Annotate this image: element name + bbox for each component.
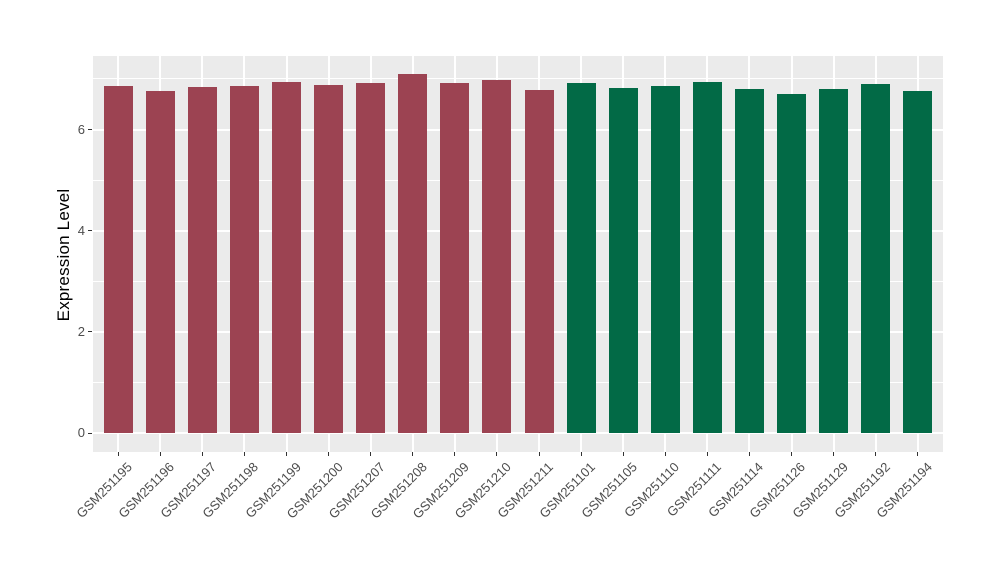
y-tick-label: 2	[77, 323, 85, 339]
x-tick-mark	[622, 452, 624, 456]
gridline-major	[93, 128, 943, 131]
gridline-minor	[93, 280, 943, 282]
x-tick-mark	[580, 452, 582, 456]
bar	[861, 83, 891, 433]
y-tick-label: 6	[77, 121, 85, 137]
bar	[229, 85, 259, 433]
x-tick-mark	[496, 452, 498, 456]
x-tick-mark	[201, 452, 203, 456]
x-tick-mark	[159, 452, 161, 456]
x-tick-mark	[370, 452, 372, 456]
x-tick-mark	[286, 452, 288, 456]
x-tick-mark	[833, 452, 835, 456]
bar	[440, 82, 470, 433]
gridline-minor	[93, 78, 943, 80]
bar	[608, 87, 638, 433]
x-tick-mark	[664, 452, 666, 456]
bar	[566, 82, 596, 433]
x-tick-mark	[706, 452, 708, 456]
bar	[187, 86, 217, 433]
gridline-minor	[93, 381, 943, 383]
bar	[314, 84, 344, 433]
bar	[356, 82, 386, 433]
bar	[103, 86, 133, 433]
bar	[734, 89, 764, 433]
gridline-minor	[93, 179, 943, 181]
x-tick-mark	[412, 452, 414, 456]
bar	[398, 74, 428, 433]
gridline-major	[93, 330, 943, 333]
x-tick-mark	[328, 452, 330, 456]
bar	[145, 91, 175, 433]
bar	[903, 90, 933, 433]
y-tick-label: 4	[77, 222, 85, 238]
bar	[692, 81, 722, 433]
x-tick-mark	[875, 452, 877, 456]
bar	[272, 82, 302, 433]
gridline-major	[93, 229, 943, 232]
bar	[819, 88, 849, 433]
x-tick-mark	[454, 452, 456, 456]
bar	[524, 89, 554, 433]
x-tick-mark	[538, 452, 540, 456]
plot-panel	[93, 56, 943, 452]
x-tick-mark	[917, 452, 919, 456]
x-tick-mark	[243, 452, 245, 456]
gridline-major	[93, 432, 943, 434]
y-axis-title: Expression Level	[54, 188, 73, 322]
y-tick-mark	[88, 432, 92, 434]
y-tick-mark	[88, 331, 92, 333]
bar	[777, 93, 806, 433]
bar	[650, 86, 680, 433]
bar	[482, 80, 512, 433]
x-tick-mark	[791, 452, 792, 456]
y-tick-mark	[88, 230, 92, 232]
x-tick-mark	[748, 452, 750, 456]
y-tick-label: 0	[77, 425, 85, 440]
x-tick-mark	[117, 452, 119, 456]
y-tick-mark	[88, 129, 92, 131]
